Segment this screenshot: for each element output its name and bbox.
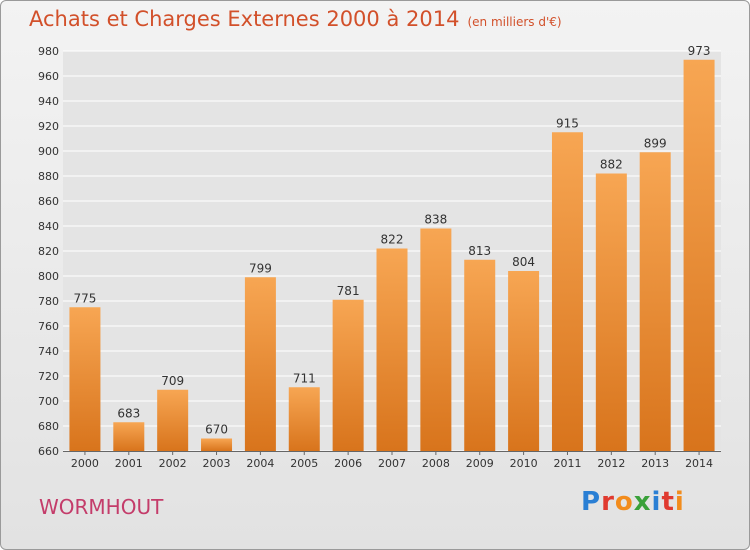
data-label: 822 bbox=[381, 233, 404, 247]
y-tick-label: 780 bbox=[38, 295, 59, 308]
x-tick-label: 2005 bbox=[290, 457, 318, 470]
x-tick-label: 2010 bbox=[510, 457, 538, 470]
y-tick-label: 740 bbox=[38, 345, 59, 358]
chart-title: Achats et Charges Externes 2000 à 2014 (e… bbox=[29, 7, 562, 31]
data-label: 813 bbox=[468, 244, 491, 258]
town-name: WORMHOUT bbox=[39, 495, 164, 519]
x-tick-label: 2012 bbox=[597, 457, 625, 470]
data-label: 709 bbox=[161, 374, 184, 388]
y-tick-label: 760 bbox=[38, 320, 59, 333]
y-tick-label: 660 bbox=[38, 445, 59, 458]
y-tick-label: 700 bbox=[38, 395, 59, 408]
y-tick-label: 820 bbox=[38, 245, 59, 258]
x-tick-label: 2004 bbox=[246, 457, 274, 470]
data-label: 899 bbox=[644, 136, 667, 150]
proxiti-logo: Proxiti bbox=[581, 487, 685, 517]
y-tick-label: 900 bbox=[38, 145, 59, 158]
bar bbox=[69, 307, 101, 451]
logo-letter: P bbox=[581, 487, 602, 517]
bar bbox=[551, 132, 583, 451]
logo-letter: t bbox=[661, 487, 675, 517]
logo-letter: r bbox=[601, 487, 615, 517]
x-tick-label: 2006 bbox=[334, 457, 362, 470]
y-tick-label: 680 bbox=[38, 420, 59, 433]
bar bbox=[595, 173, 627, 451]
logo-letter: i bbox=[651, 487, 662, 517]
chart-unit: (en milliers d'€) bbox=[467, 15, 562, 29]
y-tick-label: 840 bbox=[38, 220, 59, 233]
data-label: 915 bbox=[556, 116, 579, 130]
x-tick-label: 2000 bbox=[71, 457, 99, 470]
y-tick-label: 920 bbox=[38, 120, 59, 133]
bar bbox=[244, 277, 276, 451]
x-tick-label: 2011 bbox=[553, 457, 581, 470]
y-tick-label: 860 bbox=[38, 195, 59, 208]
data-label: 775 bbox=[73, 291, 96, 305]
bar bbox=[376, 248, 408, 451]
bar bbox=[288, 387, 320, 451]
bar bbox=[508, 271, 540, 451]
y-tick-label: 940 bbox=[38, 95, 59, 108]
data-label: 781 bbox=[337, 284, 360, 298]
logo-letter: i bbox=[674, 487, 685, 517]
y-tick-label: 720 bbox=[38, 370, 59, 383]
data-label: 799 bbox=[249, 261, 272, 275]
x-tick-label: 2002 bbox=[159, 457, 187, 470]
data-label: 804 bbox=[512, 255, 535, 269]
logo-letter: x bbox=[633, 487, 652, 517]
y-tick-label: 960 bbox=[38, 70, 59, 83]
x-tick-label: 2007 bbox=[378, 457, 406, 470]
bar bbox=[201, 438, 233, 451]
y-tick-label: 800 bbox=[38, 270, 59, 283]
data-label: 882 bbox=[600, 158, 623, 172]
data-label: 711 bbox=[293, 371, 316, 385]
x-tick-label: 2014 bbox=[685, 457, 713, 470]
x-tick-label: 2001 bbox=[115, 457, 143, 470]
x-tick-label: 2008 bbox=[422, 457, 450, 470]
bar bbox=[420, 228, 452, 451]
logo-letter: o bbox=[614, 487, 634, 517]
bar bbox=[464, 259, 496, 451]
chart-title-text: Achats et Charges Externes 2000 à 2014 bbox=[29, 7, 460, 31]
x-tick-label: 2003 bbox=[203, 457, 231, 470]
bar bbox=[332, 299, 364, 451]
x-tick-label: 2013 bbox=[641, 457, 669, 470]
data-label: 670 bbox=[205, 423, 228, 437]
x-tick-label: 2009 bbox=[466, 457, 494, 470]
data-label: 683 bbox=[117, 406, 140, 420]
y-tick-label: 980 bbox=[38, 45, 59, 58]
data-label: 838 bbox=[424, 213, 447, 227]
bar bbox=[113, 422, 145, 451]
bar bbox=[639, 152, 671, 451]
y-tick-label: 880 bbox=[38, 170, 59, 183]
bar bbox=[157, 389, 189, 451]
bar bbox=[683, 59, 715, 451]
data-label: 973 bbox=[688, 44, 711, 58]
